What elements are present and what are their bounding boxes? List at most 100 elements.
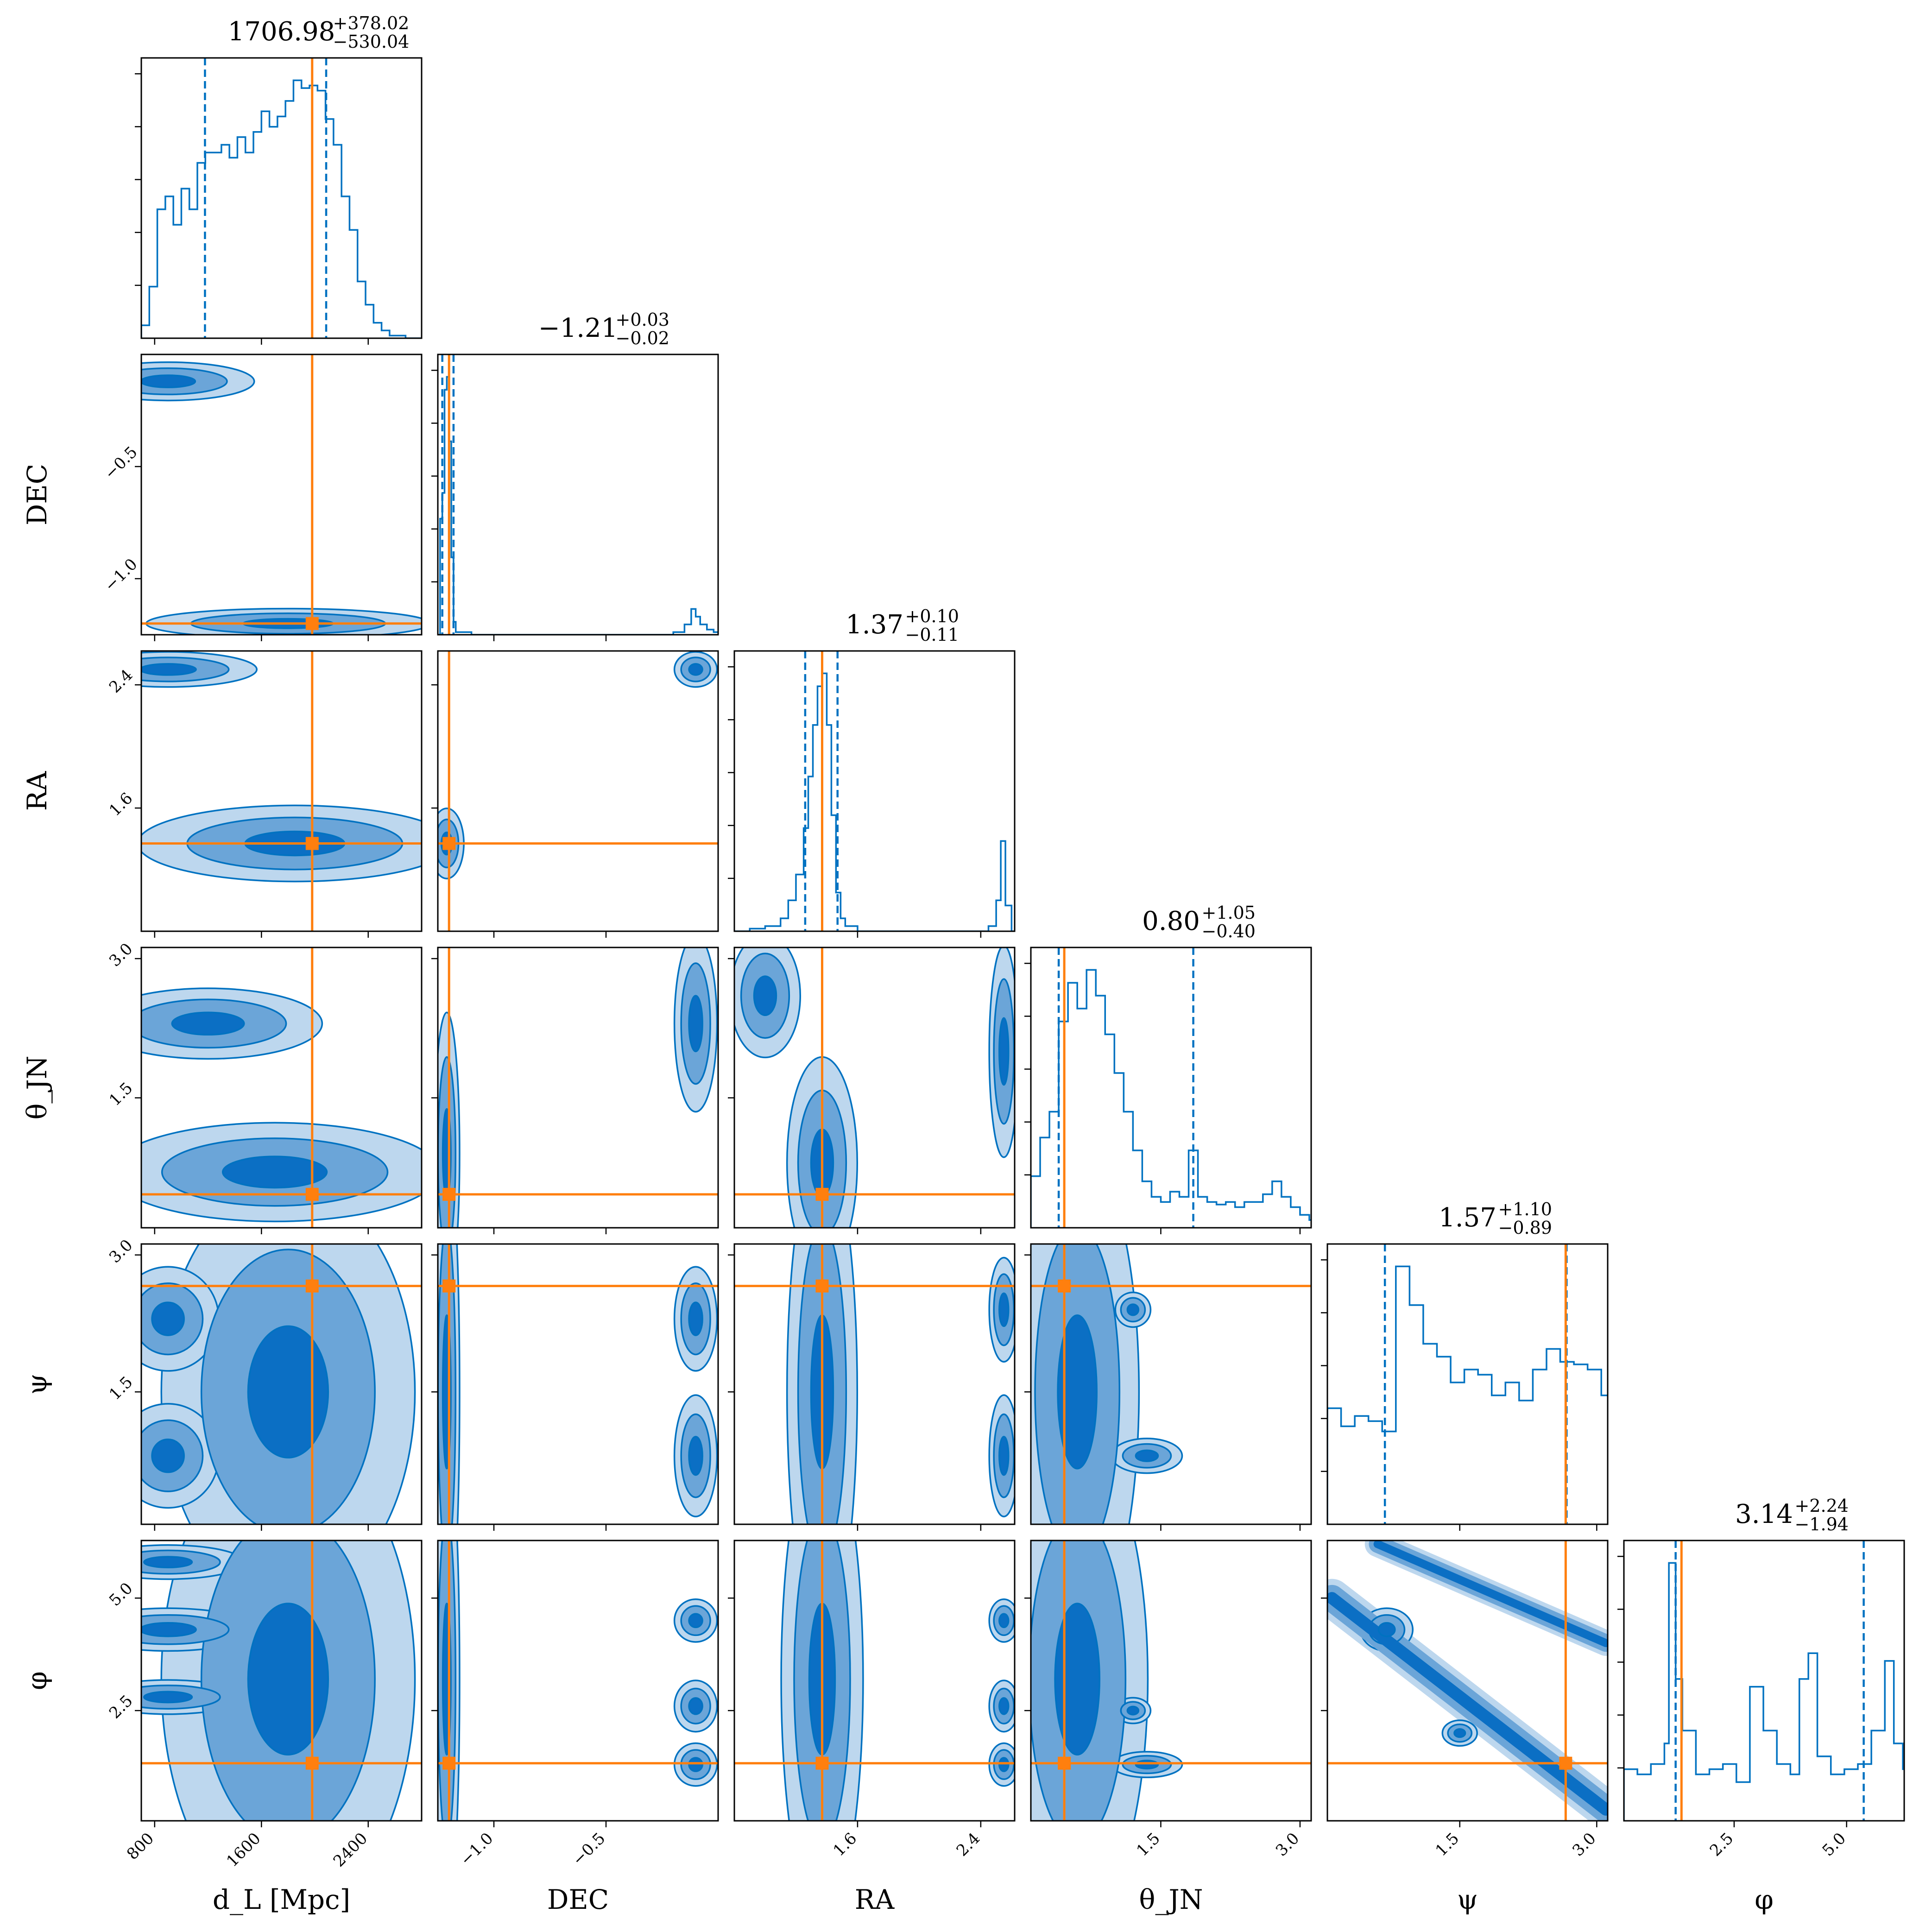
y-tick-label-DEC: −0.5 [101, 443, 141, 483]
contour-inner [1453, 1728, 1466, 1738]
histogram-step-RA [734, 672, 1015, 931]
title-upper-psi: +1.10 [1498, 1199, 1552, 1219]
histogram-step-psi [1327, 1265, 1608, 1524]
contour-inner [998, 1017, 1010, 1086]
contour-inner [998, 1697, 1010, 1715]
truth-marker [815, 1187, 829, 1201]
title-upper-RA: +0.10 [905, 606, 959, 626]
panel-frame [140, 1243, 423, 1525]
histogram-panel-RA: 1.37 +0.10−0.11 [728, 606, 1016, 938]
panel-frame [733, 650, 1016, 932]
contour-panel-thetaJN-vs-DEC [431, 947, 719, 1234]
truth-marker [442, 1279, 456, 1293]
title-lower-phi: −1.94 [1795, 1514, 1849, 1534]
x-axis-label-RA: RA [855, 1884, 895, 1915]
contour-inner [688, 663, 703, 676]
x-tick-label-RA: 2.4 [953, 1829, 984, 1860]
truth-marker [815, 1756, 829, 1770]
contour-inner [998, 1436, 1010, 1476]
histogram-panel-thetaJN: 0.80 +1.05−0.40 [1024, 903, 1312, 1234]
y-tick-label-thetaJN: 3.0 [106, 940, 137, 971]
contour-band [1373, 1541, 1608, 1648]
x-tick-label-DEC: −1.0 [457, 1829, 497, 1869]
histogram-step-dL [141, 79, 422, 338]
y-tick-label-psi: 1.5 [106, 1373, 137, 1404]
x-tick-label-dL: 800 [123, 1829, 158, 1863]
y-tick-label-psi: 3.0 [106, 1236, 137, 1267]
truth-marker [305, 1187, 319, 1201]
x-tick-label-DEC: −0.5 [569, 1829, 609, 1869]
x-tick-label-phi: 2.5 [1706, 1829, 1737, 1860]
panel-frame [140, 354, 423, 636]
y-axis-label-phi: φ [21, 1671, 53, 1690]
panel-frame [1030, 947, 1312, 1229]
title-upper-phi: +2.24 [1795, 1496, 1849, 1516]
x-tick-label-psi: 1.5 [1432, 1829, 1463, 1860]
contour-inner [753, 975, 777, 1016]
y-tick-label-DEC: −1.0 [101, 555, 141, 595]
panel-frame [437, 354, 719, 636]
contour-inner [151, 1438, 185, 1473]
truth-marker [1058, 1756, 1071, 1770]
x-axis-label-dL: d_L [Mpc] [213, 1884, 350, 1915]
contour-inner [143, 1556, 193, 1569]
contour-inner [1135, 1449, 1159, 1462]
title-RA: 1.37 [846, 610, 903, 640]
y-axis-label-DEC: DEC [21, 464, 53, 525]
x-axis-label-DEC: DEC [547, 1884, 609, 1915]
y-tick-label-RA: 2.4 [106, 666, 137, 697]
y-tick-label-RA: 1.6 [106, 789, 137, 820]
truth-marker [305, 1756, 319, 1770]
histogram-panel-psi: 1.57 +1.10−0.89 [1321, 1199, 1609, 1531]
y-axis-label-psi: ψ [21, 1374, 53, 1395]
contour-panel-RA-vs-DEC [431, 650, 719, 938]
panel-frame [733, 1540, 1016, 1822]
contour-inner [688, 1613, 703, 1629]
contour-panel-phi-vs-DEC: −1.0 −0.5 [431, 1540, 719, 1869]
histogram-panel-phi: 3.14 +2.24−1.94 2.5 5.0 [1617, 1496, 1905, 1860]
contour-panel-thetaJN-vs-dL: 3.0 1.5 [106, 940, 423, 1234]
x-tick-label-psi: 3.0 [1569, 1829, 1600, 1860]
y-axis-label-RA: RA [21, 771, 53, 811]
panel-frame [140, 947, 423, 1229]
contour-inner [141, 1622, 197, 1637]
panel-frame [140, 57, 423, 339]
panel-frame [733, 947, 1016, 1229]
y-tick-label-thetaJN: 1.5 [106, 1079, 137, 1110]
contour-panel-psi-vs-DEC [431, 1243, 719, 1531]
title-phi: 3.14 [1735, 1499, 1793, 1529]
contour-inner [143, 1691, 193, 1704]
panel-frame [1030, 1243, 1312, 1525]
histogram-step-thetaJN [1031, 969, 1311, 1228]
title-lower-dL: −530.04 [333, 32, 410, 52]
panel-frame [437, 1540, 719, 1822]
contour-panel-RA-vs-dL: 2.4 1.6 [106, 650, 423, 938]
truth-marker [442, 837, 456, 850]
contour-inner [688, 1697, 703, 1715]
panel-frame [437, 1243, 719, 1525]
truth-marker [1058, 1279, 1071, 1293]
histogram-step-phi [1624, 1562, 1904, 1821]
histogram-panel-DEC: −1.21+0.03−0.02 [431, 309, 719, 641]
truth-marker [305, 837, 319, 850]
contour-inner [1126, 1303, 1140, 1316]
contour-inner [247, 1603, 329, 1755]
contour-inner [151, 1301, 185, 1336]
title-lower-DEC: −0.02 [616, 328, 669, 348]
title-dL: 1706.98 [228, 17, 335, 47]
contour-inner [171, 1011, 245, 1036]
truth-marker [442, 1187, 456, 1201]
contour-panel-psi-vs-RA [728, 1243, 1016, 1531]
panel-frame [140, 1540, 423, 1822]
contour-inner [141, 663, 197, 676]
x-tick-label-dL: 1600 [223, 1829, 264, 1870]
y-axis-label-thetaJN: θ_JN [21, 1056, 53, 1120]
contour-panel-thetaJN-vs-RA [728, 947, 1016, 1234]
panel-frame [1326, 1243, 1609, 1525]
x-tick-label-dL: 2400 [330, 1829, 371, 1870]
contour-panel-phi-vs-dL: 800 1600 2400 5.0 2.5 [106, 1540, 423, 1871]
contour-inner [1377, 1622, 1396, 1637]
x-tick-label-thetaJN: 3.0 [1272, 1829, 1303, 1860]
panel-frame [733, 1243, 1016, 1525]
